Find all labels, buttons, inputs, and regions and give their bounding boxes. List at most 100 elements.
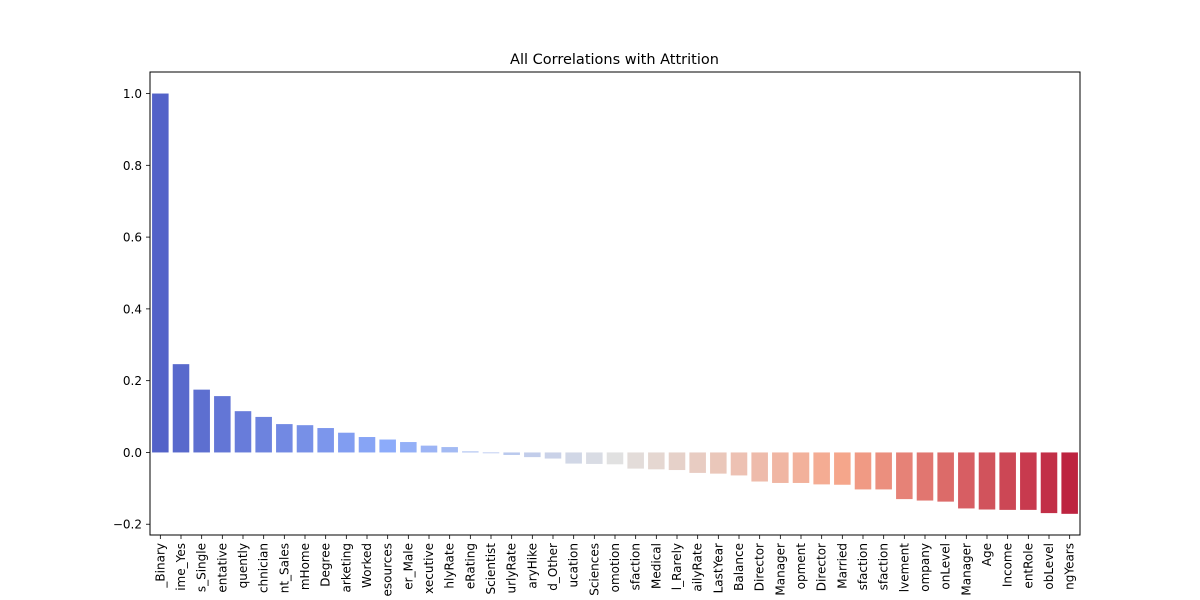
x-tick-label: Director bbox=[815, 543, 829, 591]
bar bbox=[916, 452, 934, 501]
x-tick-label: Medical bbox=[649, 543, 663, 589]
x-tick-label: onLevel bbox=[939, 543, 953, 590]
x-tick-label: Married bbox=[835, 543, 849, 589]
x-tick-label: aryHike bbox=[525, 543, 539, 589]
bar bbox=[730, 452, 748, 476]
bar bbox=[296, 425, 314, 453]
x-tick-label: Manager bbox=[773, 543, 787, 596]
bar bbox=[503, 452, 520, 455]
x-tick-label: ngYears bbox=[1063, 543, 1077, 590]
x-tick-label: Income bbox=[1001, 543, 1015, 587]
x-tick-label: Degree bbox=[319, 543, 333, 587]
y-tick-label: 0.4 bbox=[123, 302, 142, 316]
x-tick-label: quently bbox=[236, 543, 250, 588]
x-tick-label: sfaction bbox=[629, 543, 643, 590]
bar bbox=[627, 452, 644, 469]
bar bbox=[214, 396, 231, 453]
x-tick-label: LastYear bbox=[711, 543, 725, 593]
x-tick-label: Age bbox=[980, 543, 994, 566]
x-tick-label: hlyRate bbox=[443, 543, 457, 589]
x-tick-label: ailyRate bbox=[691, 543, 705, 592]
bar bbox=[813, 452, 830, 485]
x-tick-label: entRole bbox=[1021, 543, 1035, 589]
x-tick-label: sfaction bbox=[856, 543, 870, 590]
x-tick-label: Manager bbox=[959, 543, 973, 596]
bar bbox=[648, 452, 665, 470]
x-tick-label: d_Other bbox=[546, 543, 560, 591]
bar bbox=[524, 452, 541, 458]
bar bbox=[875, 452, 892, 490]
bar bbox=[482, 452, 500, 454]
bar bbox=[854, 452, 872, 490]
bar bbox=[1061, 452, 1078, 514]
y-tick-label: −0.2 bbox=[113, 518, 142, 532]
x-tick-label: mHome bbox=[298, 543, 312, 590]
bar bbox=[338, 432, 355, 453]
x-tick-label: l_Rarely bbox=[670, 543, 684, 590]
bar bbox=[668, 452, 686, 471]
x-tick-label: obLevel bbox=[1042, 543, 1056, 590]
bar bbox=[317, 428, 334, 453]
x-tick-label: eRating bbox=[463, 543, 477, 589]
y-tick-label: 0.2 bbox=[123, 374, 142, 388]
x-tick-label: Director bbox=[753, 543, 767, 591]
x-tick-label: s_Single bbox=[195, 543, 209, 592]
x-tick-label: arketing bbox=[339, 543, 353, 592]
bar bbox=[400, 442, 417, 453]
x-tick-label: opment bbox=[794, 543, 808, 590]
bar bbox=[1020, 452, 1037, 510]
bar bbox=[379, 439, 396, 453]
x-tick-label: Sciences bbox=[587, 543, 601, 596]
x-tick-label: _Binary bbox=[153, 543, 167, 589]
x-tick-label: nt_Sales bbox=[277, 543, 291, 593]
x-tick-label: ompany bbox=[918, 543, 932, 592]
bar bbox=[276, 424, 293, 453]
chart-title: All Correlations with Attrition bbox=[510, 52, 719, 68]
bar bbox=[420, 445, 438, 453]
bar bbox=[751, 452, 768, 482]
bar bbox=[710, 452, 727, 474]
bar bbox=[1040, 452, 1058, 514]
x-tick-label: lvement bbox=[897, 543, 911, 592]
y-tick-label: 0.6 bbox=[123, 231, 142, 245]
x-tick-label: xecutive bbox=[422, 543, 436, 594]
bar bbox=[358, 437, 376, 453]
bar bbox=[689, 452, 706, 473]
bar bbox=[565, 452, 582, 464]
x-tick-label: er_Male bbox=[401, 543, 415, 590]
bar bbox=[441, 447, 458, 453]
y-tick-label: 1.0 bbox=[123, 87, 142, 101]
bars-group bbox=[152, 93, 1078, 514]
bar bbox=[544, 452, 562, 459]
bar bbox=[896, 452, 913, 500]
x-tick-label: Worked bbox=[360, 543, 374, 588]
y-axis: 1.0 0.8 0.6 0.4 0.2 0.0 −0.2 bbox=[113, 87, 150, 532]
bar bbox=[172, 364, 190, 453]
x-tick-label: sfaction bbox=[877, 543, 891, 590]
bar bbox=[606, 452, 624, 465]
bar bbox=[834, 452, 851, 485]
bar bbox=[958, 452, 975, 509]
x-tick-label: Scientist bbox=[484, 543, 498, 595]
x-tick-label: esources bbox=[381, 543, 395, 596]
y-tick-label: 0.0 bbox=[123, 446, 142, 460]
x-tick-label: ucation bbox=[567, 543, 581, 588]
x-axis: _Binary ime_Yes s_Single entative quently chn… bbox=[153, 535, 1077, 596]
bar bbox=[234, 411, 252, 453]
y-tick-label: 0.8 bbox=[123, 159, 142, 173]
bar bbox=[937, 452, 954, 502]
x-tick-label: Balance bbox=[732, 543, 746, 591]
bar bbox=[792, 452, 810, 483]
plot-frame bbox=[149, 71, 1081, 536]
bar bbox=[999, 452, 1016, 510]
x-tick-label: chnician bbox=[257, 543, 271, 593]
x-tick-label: urlyRate bbox=[505, 543, 519, 594]
x-tick-label: ime_Yes bbox=[174, 543, 188, 591]
bar bbox=[255, 416, 272, 453]
bar bbox=[152, 93, 169, 453]
bar bbox=[978, 452, 996, 510]
bar bbox=[586, 452, 603, 464]
bar bbox=[462, 451, 479, 453]
bar bbox=[772, 452, 789, 483]
